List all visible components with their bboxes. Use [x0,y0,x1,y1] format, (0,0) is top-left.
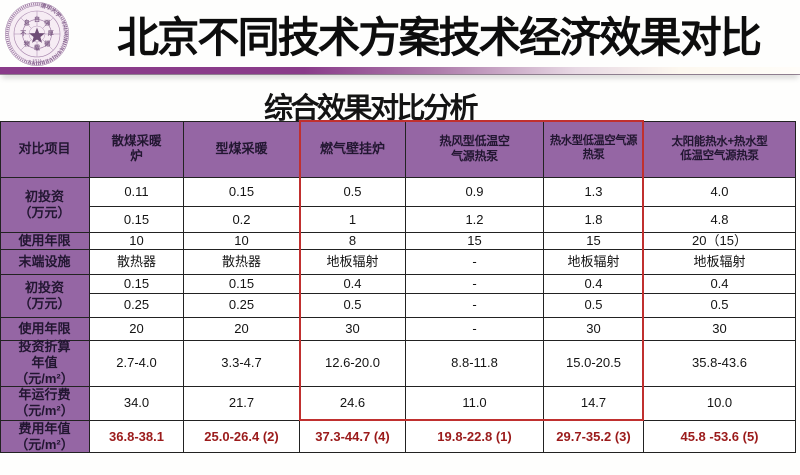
svg-text:息: 息 [24,19,30,27]
svg-text:物: 物 [24,40,30,48]
svg-text:载: 载 [34,44,40,52]
svg-text:1911: 1911 [32,60,42,65]
svg-text:自: 自 [34,16,40,24]
svg-text:德: 德 [43,40,50,48]
svg-text:厚: 厚 [48,30,54,38]
svg-text:强: 强 [44,19,50,27]
svg-text:不: 不 [20,31,26,38]
